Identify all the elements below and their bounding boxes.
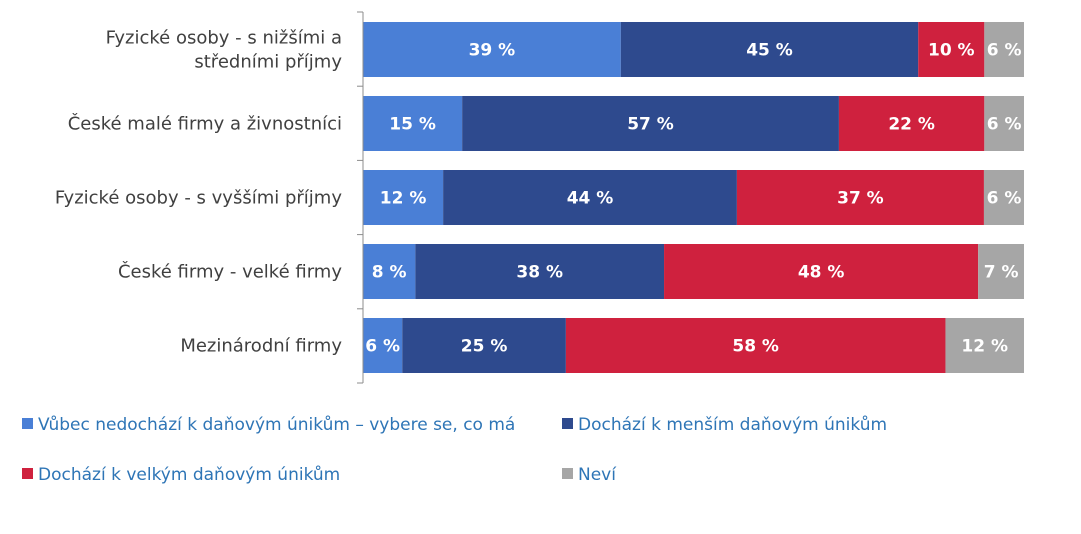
data-label: 22 %: [888, 115, 935, 135]
legend-swatch: [562, 418, 573, 429]
bar-segment: [462, 96, 839, 151]
data-label: 44 %: [567, 189, 614, 209]
category-label: České malé firmy a živnostníci: [68, 113, 342, 135]
data-label: 48 %: [798, 263, 845, 283]
bar-segment: [363, 244, 416, 299]
data-label: 12 %: [380, 189, 427, 209]
data-label: 37 %: [837, 189, 884, 209]
legend-label: Dochází k menším daňovým únikům: [578, 415, 887, 435]
data-label: 15 %: [389, 115, 436, 135]
bar-segment: [945, 318, 1024, 373]
data-label: 7 %: [984, 263, 1019, 283]
legend-label: Neví: [578, 465, 617, 485]
data-label: 6 %: [987, 115, 1022, 135]
data-label: 6 %: [987, 41, 1022, 61]
bar-segment: [363, 318, 403, 373]
bar-segment: [918, 22, 985, 77]
legend-label: Vůbec nedochází k daňovým únikům – vyber…: [38, 415, 515, 435]
data-label: 39 %: [469, 41, 516, 61]
category-label: Fyzické osoby - s nižšími a středními pří…: [106, 28, 343, 73]
data-label: 6 %: [987, 189, 1022, 209]
bar-segment: [415, 244, 665, 299]
bar-segment: [363, 22, 621, 77]
bar-segment: [978, 244, 1024, 299]
legend-swatch: [562, 468, 573, 479]
bar-segment: [363, 170, 444, 225]
bar-segment: [565, 318, 946, 373]
category-label: Mezinárodní firmy: [180, 336, 342, 357]
bar-segment: [363, 96, 463, 151]
data-label: 6 %: [365, 337, 400, 357]
bar-segment: [838, 96, 985, 151]
data-label: 45 %: [746, 41, 793, 61]
bar-segment: [983, 170, 1024, 225]
bar-segment: [984, 96, 1024, 151]
data-label: 12 %: [961, 337, 1008, 357]
bar-segment: [984, 22, 1024, 77]
bar-segment: [443, 170, 737, 225]
data-label: 58 %: [732, 337, 779, 357]
data-label: 10 %: [928, 41, 975, 61]
legend-label: Dochází k velkým daňovým únikům: [38, 465, 340, 485]
bar-segment: [620, 22, 919, 77]
category-label: Fyzické osoby - s vyššími příjmy: [55, 188, 342, 209]
legend-swatch: [22, 468, 33, 479]
bar-segment: [664, 244, 979, 299]
data-label: 38 %: [516, 263, 563, 283]
bar-segment: [402, 318, 566, 373]
bar-segment: [736, 170, 984, 225]
data-label: 25 %: [461, 337, 508, 357]
data-label: 8 %: [372, 263, 407, 283]
legend-swatch: [22, 418, 33, 429]
data-label: 57 %: [627, 115, 674, 135]
category-label: České firmy - velké firmy: [118, 261, 342, 283]
